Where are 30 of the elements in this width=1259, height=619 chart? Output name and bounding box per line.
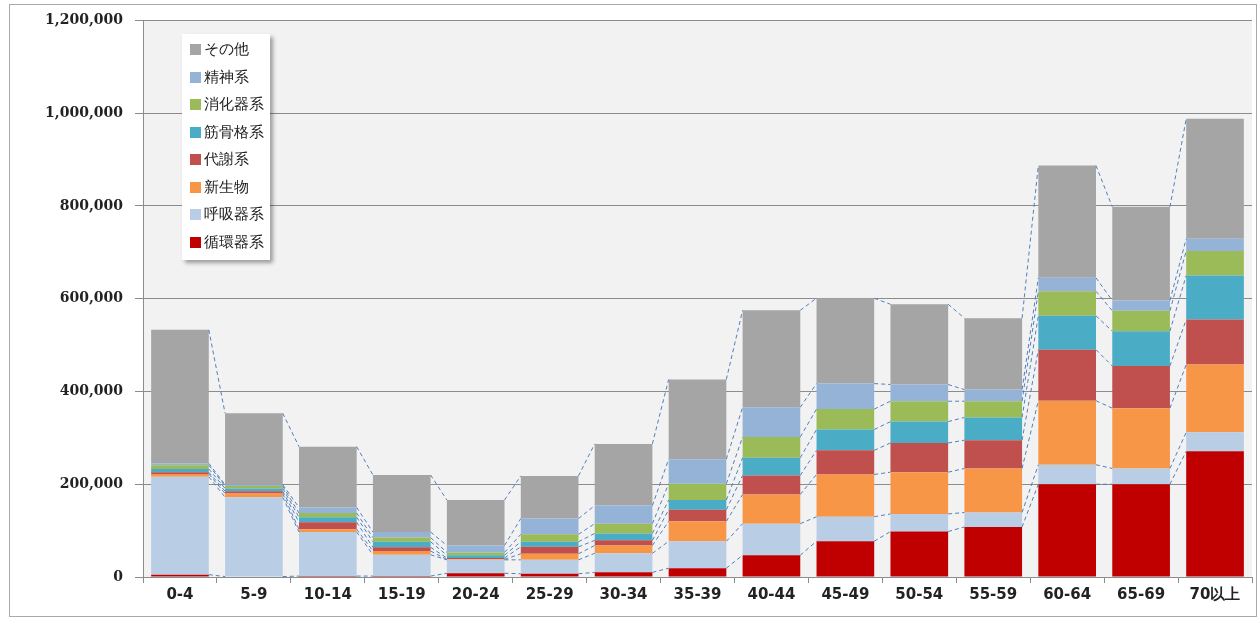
legend-label: 筋骨格系 xyxy=(204,122,264,142)
x-tick-label: 40-44 xyxy=(747,584,796,603)
x-tick-label: 50-54 xyxy=(895,584,944,603)
legend-label: 循環器系 xyxy=(204,232,264,252)
x-tick-label: 65-69 xyxy=(1117,584,1166,603)
legend-label: 呼吸器系 xyxy=(204,205,264,225)
x-tick-label: 30-34 xyxy=(599,584,648,603)
y-tick-label: 1,200,000 xyxy=(45,11,124,28)
y-tick-label: 200,000 xyxy=(59,474,124,491)
legend-label: 新生物 xyxy=(204,177,249,197)
legend-label: 精神系 xyxy=(204,67,249,87)
x-tick-label: 55-59 xyxy=(969,584,1018,603)
y-tick-label: 1,000,000 xyxy=(45,103,124,120)
y-tick-label: 400,000 xyxy=(59,382,124,399)
x-tick-label: 25-29 xyxy=(525,584,574,603)
legend-label: 消化器系 xyxy=(204,95,264,115)
x-tick-label: 10-14 xyxy=(303,584,352,603)
x-tick-label: 45-49 xyxy=(821,584,870,603)
x-tick-label: 70以上 xyxy=(1189,584,1241,603)
x-tick-label: 35-39 xyxy=(673,584,722,603)
y-tick-label: 600,000 xyxy=(59,289,124,306)
x-tick-label: 5-9 xyxy=(240,584,268,603)
y-tick-label: 800,000 xyxy=(59,196,124,213)
legend-label: 代謝系 xyxy=(204,150,249,170)
x-tick-label: 20-24 xyxy=(451,584,500,603)
x-tick-label: 60-64 xyxy=(1043,584,1092,603)
x-tick-label: 15-19 xyxy=(377,584,426,603)
legend-label: その他 xyxy=(204,40,249,60)
x-tick-label: 0-4 xyxy=(166,584,194,603)
y-tick-label: 0 xyxy=(113,567,124,584)
